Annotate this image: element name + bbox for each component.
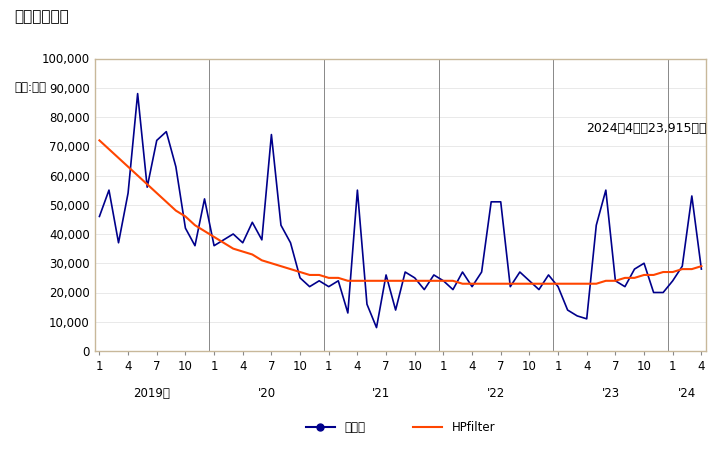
Text: '20: '20 <box>258 387 276 400</box>
Text: 単位:万円: 単位:万円 <box>15 81 47 94</box>
Text: '22: '22 <box>487 387 505 400</box>
Text: '23: '23 <box>601 387 620 400</box>
Legend: 輸入額, HPfilter: 輸入額, HPfilter <box>301 416 500 439</box>
Text: 2019年: 2019年 <box>133 387 170 400</box>
Text: 2024年4月：23,915万円: 2024年4月：23,915万円 <box>585 122 706 135</box>
Text: 輸入額の推移: 輸入額の推移 <box>15 9 69 24</box>
Text: '21: '21 <box>372 387 390 400</box>
Text: '24: '24 <box>678 387 696 400</box>
